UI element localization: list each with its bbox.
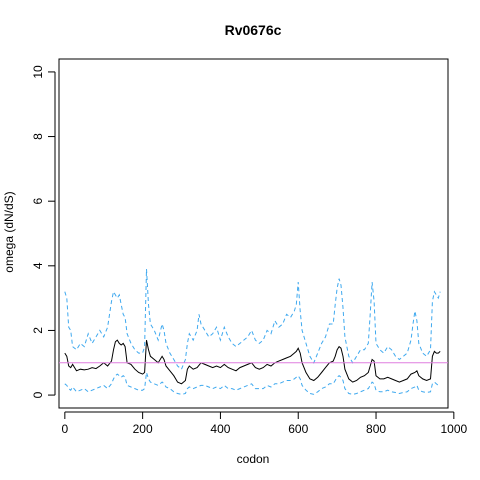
- x-tick-label: 1000: [440, 422, 467, 436]
- series-line-omega: [64, 339, 441, 385]
- x-tick-label: 200: [133, 422, 153, 436]
- x-tick-label: 600: [288, 422, 308, 436]
- y-tick-label: 0: [31, 391, 45, 398]
- x-axis-label: codon: [237, 452, 270, 466]
- y-axis-label: omega (dN/dS): [2, 191, 16, 272]
- series-layer: [59, 268, 448, 395]
- series-line-upper-bound: [64, 268, 441, 371]
- y-tick-label: 10: [31, 65, 45, 79]
- x-tick-label: 800: [366, 422, 386, 436]
- y-tick-label: 4: [31, 262, 45, 269]
- chart-title: Rv0676c: [225, 22, 282, 38]
- series-line-lower-bound: [64, 372, 441, 395]
- y-tick-label: 2: [31, 327, 45, 334]
- plot-frame: [58, 58, 449, 409]
- x-axis: 0 200 400 600 800 1000: [61, 411, 468, 436]
- x-tick-label: 0: [61, 422, 68, 436]
- y-tick-label: 8: [31, 133, 45, 140]
- y-axis: 0 2 4 6 8 10: [31, 65, 56, 398]
- x-tick-label: 400: [210, 422, 230, 436]
- y-tick-label: 6: [31, 198, 45, 205]
